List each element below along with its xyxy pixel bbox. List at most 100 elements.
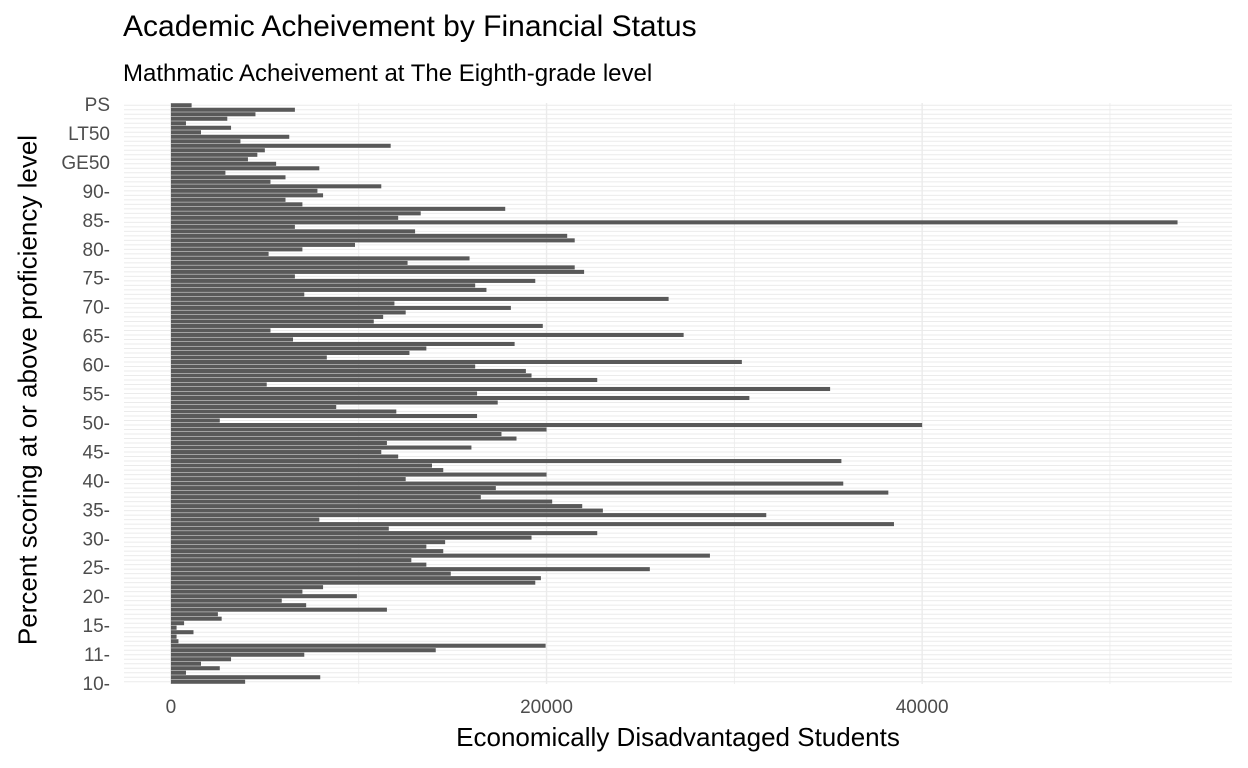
bar [170,341,515,346]
bar [170,450,382,455]
bar [170,215,399,220]
bar [170,621,185,626]
bar [170,639,179,644]
bar [170,265,575,270]
bar [170,427,547,432]
bar [170,193,324,198]
bar [170,607,387,612]
bar [170,630,194,635]
bar [170,395,750,401]
bar [170,576,541,581]
bar [170,211,421,216]
bar [170,481,844,486]
bar [170,589,303,594]
bar [170,477,406,482]
bar [170,531,598,536]
bar [170,382,267,387]
bar [170,409,397,414]
bar [170,125,232,130]
bar [170,661,201,666]
bar [170,522,894,527]
y-tick-label: PS [85,95,110,116]
bar [170,152,258,157]
bar [170,368,526,374]
bar [170,495,481,500]
bar [170,675,321,680]
y-tick-label: 10- [83,674,110,695]
bar [170,355,327,360]
x-tick-label: 40000 [896,697,949,718]
bar [170,148,265,153]
y-tick-label: 70- [83,298,110,319]
bar [170,157,248,162]
bar [170,166,320,171]
bar [170,648,436,653]
y-tick-label: 65- [83,327,110,348]
bar [170,517,320,522]
bar [170,463,432,468]
bar [170,197,286,202]
bar [170,242,355,247]
bar [170,134,290,139]
bar [170,359,742,364]
bar [170,310,406,315]
bar [170,107,295,112]
bar [170,459,842,464]
bar [170,643,546,648]
bar [170,143,391,148]
bar [170,103,192,108]
bar [170,499,553,504]
y-tick-label: GE50 [61,153,110,174]
bar [170,625,177,630]
x-tick-layer: 0 20000 40000 [166,697,949,718]
bar [170,184,382,189]
bar [170,112,256,117]
bar [170,594,357,599]
y-tick-label: LT50 [68,124,110,145]
bar [170,224,295,229]
bar [170,567,650,572]
bar [170,287,487,292]
y-tick-label: 50- [83,413,110,434]
y-tick-label: 45- [83,442,110,463]
bar [170,634,177,639]
bar [170,526,389,531]
bar [170,274,295,279]
y-tick-label: 25- [83,558,110,579]
bar [170,616,222,621]
bar [170,598,282,603]
bar [170,423,923,428]
bar [170,314,384,319]
y-tick-label: 80- [83,240,110,261]
bar [170,373,532,378]
bar [170,413,478,419]
bar [170,251,269,256]
bar [170,490,889,495]
bar [170,278,536,283]
y-tick-label: 15- [83,616,110,637]
bar [170,603,307,608]
bar [170,179,271,184]
y-tick-label: 75- [83,269,110,290]
bar [170,247,303,252]
x-tick-label: 0 [166,697,177,718]
bar [170,544,427,549]
bar [170,296,669,301]
bar [170,391,478,396]
bar [170,386,831,392]
bar [170,319,374,324]
y-tick-layer: PS LT50 GE50 90- 85- 80- 75- 70- 65- 60- 55- 50- 45-… [61,95,110,695]
bar [170,571,451,576]
bar [170,472,547,477]
bar [170,513,767,518]
y-tick-label: 35- [83,500,110,521]
bar [170,350,410,355]
bar [170,535,532,540]
bar [170,540,446,545]
bar [170,670,186,675]
bar [170,202,303,207]
bar [170,229,416,234]
bar [170,652,305,657]
y-tick-label: 90- [83,182,110,203]
